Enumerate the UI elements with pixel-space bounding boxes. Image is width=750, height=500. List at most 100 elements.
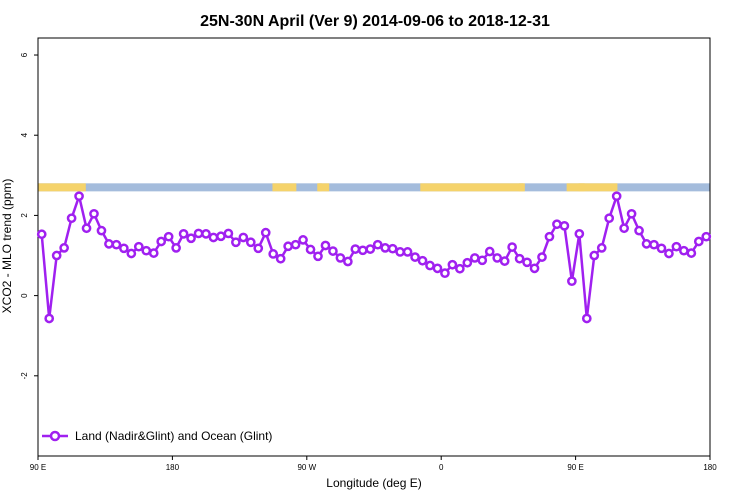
data-point: [604, 213, 615, 224]
data-point: [559, 220, 570, 231]
data-point: [201, 229, 211, 239]
land-segment: [272, 183, 297, 192]
data-point: [268, 249, 279, 259]
data-point: [477, 255, 488, 266]
data-point: [589, 250, 600, 261]
data-point: [141, 245, 152, 256]
data-point: [231, 237, 241, 248]
data-point: [447, 259, 458, 270]
land-segment: [566, 183, 618, 192]
data-point: [693, 236, 704, 247]
land-segment: [38, 183, 86, 192]
data-point: [305, 244, 316, 255]
data-point: [440, 268, 450, 279]
data-point: [313, 251, 323, 262]
data-point: [275, 253, 286, 264]
land-segment: [518, 183, 525, 192]
data-point: [119, 243, 129, 254]
data-point: [574, 229, 585, 239]
data-point: [626, 208, 637, 219]
legend-marker: [49, 430, 61, 442]
data-point: [671, 241, 682, 252]
y-tick-label: 4: [20, 132, 29, 137]
x-tick-label: 90 E: [30, 463, 46, 472]
data-point: [462, 257, 473, 268]
data-point: [365, 244, 376, 254]
x-tick-label: 90 E: [567, 463, 583, 472]
data-point: [469, 253, 480, 263]
y-axis-label: XCO2 - MLO trend (ppm): [0, 179, 14, 314]
data-point: [492, 253, 503, 263]
land-segment: [420, 183, 524, 192]
data-point: [283, 241, 293, 252]
data-point: [66, 213, 77, 224]
data-point: [238, 232, 249, 243]
data-point: [111, 239, 122, 250]
data-point: [395, 247, 405, 257]
data-point: [216, 231, 226, 242]
data-point: [74, 191, 84, 202]
data-point: [425, 260, 435, 271]
data-point: [335, 253, 346, 263]
data-point: [567, 276, 577, 287]
data-point: [656, 243, 667, 254]
chart-title: 25N-30N April (Ver 9) 2014-09-06 to 2018…: [200, 13, 550, 30]
data-point: [343, 256, 353, 267]
x-tick-label: 180: [703, 463, 717, 472]
land-ocean-band: [38, 183, 710, 192]
data-point: [514, 253, 525, 264]
x-tick-label: 180: [166, 463, 180, 472]
data-point: [522, 257, 532, 268]
data-point: [596, 243, 607, 253]
data-point: [328, 246, 338, 256]
x-axis: 90 E 180 90 W 0 90 E 180: [30, 456, 717, 472]
y-tick-label: 0: [20, 293, 29, 298]
data-point: [619, 223, 629, 234]
data-point: [499, 256, 510, 266]
land-segment: [318, 183, 330, 192]
data-point: [507, 242, 517, 252]
data-point: [148, 248, 159, 258]
data-point: [410, 252, 420, 262]
data-point: [208, 232, 219, 243]
data-point: [104, 239, 114, 249]
data-point: [59, 243, 69, 253]
data-point: [372, 239, 383, 250]
data-point: [455, 263, 465, 274]
data-point: [552, 219, 562, 230]
data-point: [253, 243, 264, 254]
x-axis-label: Longitude (deg E): [326, 476, 421, 490]
data-point: [186, 233, 196, 244]
x-tick-label: 0: [439, 463, 444, 472]
data-point: [163, 231, 174, 242]
data-point: [649, 239, 659, 250]
data-point: [126, 248, 137, 259]
data-point: [133, 241, 144, 252]
data-point: [44, 313, 55, 324]
y-tick-label: -2: [20, 372, 29, 380]
y-axis: -2 0 2 4 6: [20, 52, 38, 379]
data-point: [611, 191, 622, 202]
data-point: [357, 245, 368, 256]
data-point: [156, 236, 167, 247]
data-point: [641, 239, 652, 249]
data-point: [260, 227, 271, 238]
data-point: [634, 225, 644, 236]
data-point: [193, 228, 204, 239]
plot-frame: [37, 37, 711, 457]
data-point: [380, 243, 391, 253]
data-point: [544, 231, 555, 242]
data-point: [701, 231, 712, 242]
data-point: [432, 263, 443, 274]
series-land-ocean: [36, 191, 712, 324]
data-point: [529, 263, 540, 274]
data-point: [679, 245, 689, 256]
legend-label: Land (Nadir&Glint) and Ocean (Glint): [75, 429, 272, 443]
y-tick-label: 2: [20, 213, 29, 218]
x-tick-label: 90 W: [297, 463, 316, 472]
y-tick-label: 6: [20, 52, 29, 57]
data-point: [245, 237, 256, 248]
data-point: [223, 228, 234, 239]
data-point: [290, 239, 301, 250]
